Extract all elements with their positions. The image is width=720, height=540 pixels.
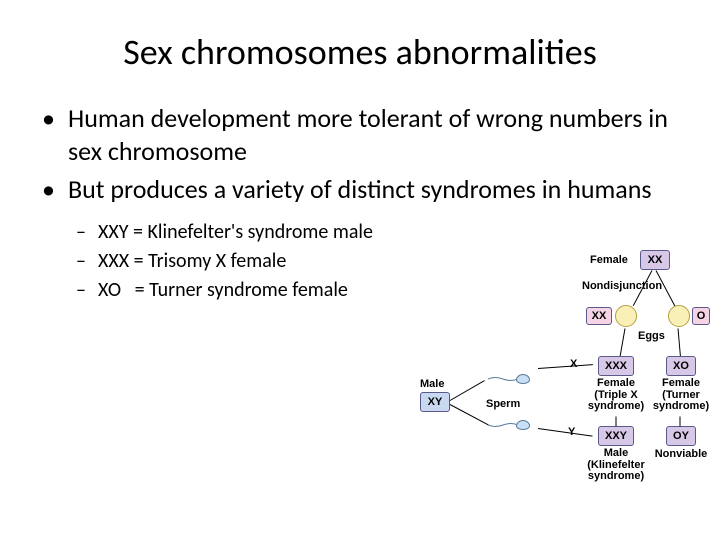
outcome-oy-cell: OY xyxy=(666,426,696,446)
outcome-text: syndrome) xyxy=(588,400,644,412)
outcome-xo-cell: XO xyxy=(666,356,696,376)
diagram-line xyxy=(619,328,625,358)
sub-bullet-marker: – xyxy=(76,278,98,303)
outcome-xxx-label: Female (Triple X syndrome) xyxy=(584,378,648,413)
diagram-line xyxy=(678,328,682,358)
outcome-xo-label: Female (Turner syndrome) xyxy=(652,378,710,413)
egg-xx-cell: XX xyxy=(586,307,612,325)
slide-title: Sex chromosomes abnormalities xyxy=(40,30,680,74)
outcome-xxy-label: Male (Klinefelter syndrome) xyxy=(580,448,652,483)
outcome-text: (Triple X xyxy=(594,389,637,401)
nondisjunction-diagram: Female XX Nondisjunction XX O Eggs XXX F… xyxy=(420,250,710,530)
diagram-line xyxy=(450,380,485,401)
sperm-x-label: X xyxy=(570,358,577,370)
bullet-text: But produces a variety of distinct syndr… xyxy=(68,173,680,206)
outcome-text: syndrome) xyxy=(588,470,644,482)
sub-bullet-text: XXX = Trisomy X female xyxy=(98,249,286,274)
outcome-oy-label: Nonviable xyxy=(652,448,710,460)
outcome-text: Female xyxy=(662,377,700,389)
sub-bullet-marker: – xyxy=(76,249,98,274)
male-cell: XY xyxy=(420,392,450,412)
bullet-marker: • xyxy=(40,102,68,167)
diagram-line xyxy=(450,404,489,426)
outcome-xxx-cell: XXX xyxy=(598,356,634,376)
sub-bullet-item: – XXY = Klinefelter's syndrome male xyxy=(76,220,680,245)
diagram-line xyxy=(616,417,617,427)
outcome-xxy-cell: XXY xyxy=(598,426,634,446)
sub-bullet-marker: – xyxy=(76,220,98,245)
outcome-text: (Turner xyxy=(662,389,700,401)
male-label: Male xyxy=(420,378,444,390)
outcome-text: syndrome) xyxy=(653,400,709,412)
nondisjunction-label: Nondisjunction xyxy=(582,280,662,292)
bullet-item: • Human development more tolerant of wro… xyxy=(40,102,680,167)
outcome-text: Female xyxy=(597,377,635,389)
egg-o-icon xyxy=(668,305,690,327)
diagram-line xyxy=(538,364,593,369)
bullet-text: Human development more tolerant of wrong… xyxy=(68,102,680,167)
diagram-line xyxy=(680,417,681,427)
bullet-marker: • xyxy=(40,173,68,206)
outcome-text: Male xyxy=(604,447,628,459)
eggs-label: Eggs xyxy=(638,330,665,342)
sub-bullet-text: XXY = Klinefelter's syndrome male xyxy=(98,220,373,245)
sub-bullet-text: XO = Turner syndrome female xyxy=(98,278,348,303)
sperm-label: Sperm xyxy=(486,398,520,410)
egg-o-cell: O xyxy=(692,307,710,325)
bullet-item: • But produces a variety of distinct syn… xyxy=(40,173,680,206)
egg-xx-icon xyxy=(615,305,637,327)
female-cell: XX xyxy=(640,250,670,270)
female-label: Female xyxy=(590,254,628,266)
diagram-line xyxy=(538,428,593,437)
outcome-text: (Klinefelter xyxy=(587,459,644,471)
